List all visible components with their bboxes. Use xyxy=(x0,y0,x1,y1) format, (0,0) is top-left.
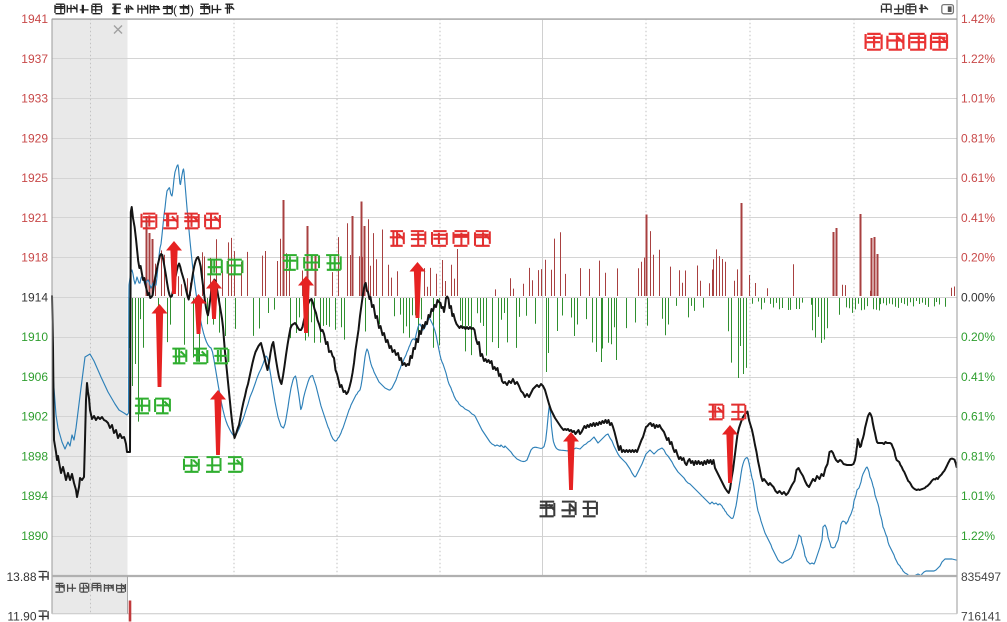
svg-text:1918: 1918 xyxy=(21,251,48,265)
svg-text:1.22%: 1.22% xyxy=(961,529,995,543)
svg-text:0.81%: 0.81% xyxy=(961,449,995,463)
svg-text:1941: 1941 xyxy=(21,12,48,26)
svg-text:0.41%: 0.41% xyxy=(961,370,995,384)
svg-text:0.20%: 0.20% xyxy=(961,330,995,344)
svg-text:1937: 1937 xyxy=(21,52,48,66)
svg-text:1914: 1914 xyxy=(21,290,48,304)
svg-text:(: ( xyxy=(173,3,177,17)
svg-text:0.20%: 0.20% xyxy=(961,251,995,265)
svg-text:13.88: 13.88 xyxy=(6,570,36,584)
svg-text:1906: 1906 xyxy=(21,370,48,384)
svg-text:1894: 1894 xyxy=(21,489,48,503)
svg-text:1.01%: 1.01% xyxy=(961,92,995,106)
svg-text:1.42%: 1.42% xyxy=(961,12,995,26)
svg-text:1921: 1921 xyxy=(21,211,48,225)
svg-text:0.81%: 0.81% xyxy=(961,131,995,145)
svg-text:0.00%: 0.00% xyxy=(961,290,995,304)
svg-text:1925: 1925 xyxy=(21,171,48,185)
svg-text:1890: 1890 xyxy=(21,529,48,543)
svg-text:1929: 1929 xyxy=(21,131,48,145)
svg-text:1.22%: 1.22% xyxy=(961,52,995,66)
svg-text:716141: 716141 xyxy=(961,609,1001,622)
svg-text:1933: 1933 xyxy=(21,92,48,106)
svg-text:1902: 1902 xyxy=(21,410,48,424)
svg-text:0.61%: 0.61% xyxy=(961,171,995,185)
svg-text:835497: 835497 xyxy=(961,570,1001,584)
svg-text:1910: 1910 xyxy=(21,330,48,344)
svg-text:11.90: 11.90 xyxy=(7,609,36,622)
svg-text:1898: 1898 xyxy=(21,449,48,463)
svg-text:): ) xyxy=(190,3,194,17)
svg-text:1.01%: 1.01% xyxy=(961,489,995,503)
svg-text:0.41%: 0.41% xyxy=(961,211,995,225)
svg-text:0.61%: 0.61% xyxy=(961,410,995,424)
